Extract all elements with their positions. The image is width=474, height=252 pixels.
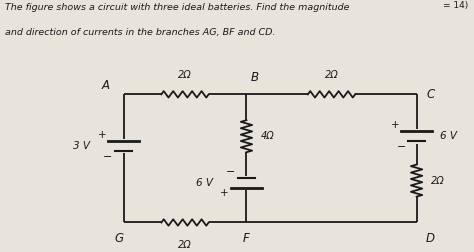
Text: 4Ω: 4Ω bbox=[261, 131, 274, 141]
Text: G: G bbox=[114, 232, 123, 245]
Text: 6 V: 6 V bbox=[196, 178, 213, 188]
Text: The figure shows a circuit with three ideal batteries. Find the magnitude: The figure shows a circuit with three id… bbox=[5, 3, 350, 12]
Text: and direction of currents in the branches AG, BF and CD.: and direction of currents in the branche… bbox=[5, 28, 276, 37]
Text: 6 V: 6 V bbox=[440, 131, 457, 141]
Text: −: − bbox=[103, 151, 113, 162]
Text: B: B bbox=[251, 72, 259, 84]
Text: 2Ω: 2Ω bbox=[178, 70, 192, 80]
Text: C: C bbox=[426, 88, 434, 101]
Text: +: + bbox=[391, 120, 399, 130]
Text: 2Ω: 2Ω bbox=[325, 70, 338, 80]
Text: 2Ω: 2Ω bbox=[431, 176, 445, 185]
Text: +: + bbox=[98, 130, 106, 140]
Text: D: D bbox=[426, 232, 435, 245]
Text: 3 V: 3 V bbox=[73, 141, 91, 151]
Text: = 14): = 14) bbox=[443, 1, 469, 10]
Text: 2Ω: 2Ω bbox=[178, 240, 192, 250]
Text: −: − bbox=[396, 142, 406, 152]
Text: F: F bbox=[243, 232, 250, 245]
Text: +: + bbox=[220, 188, 229, 199]
Text: A: A bbox=[101, 79, 109, 92]
Text: −: − bbox=[226, 167, 236, 177]
